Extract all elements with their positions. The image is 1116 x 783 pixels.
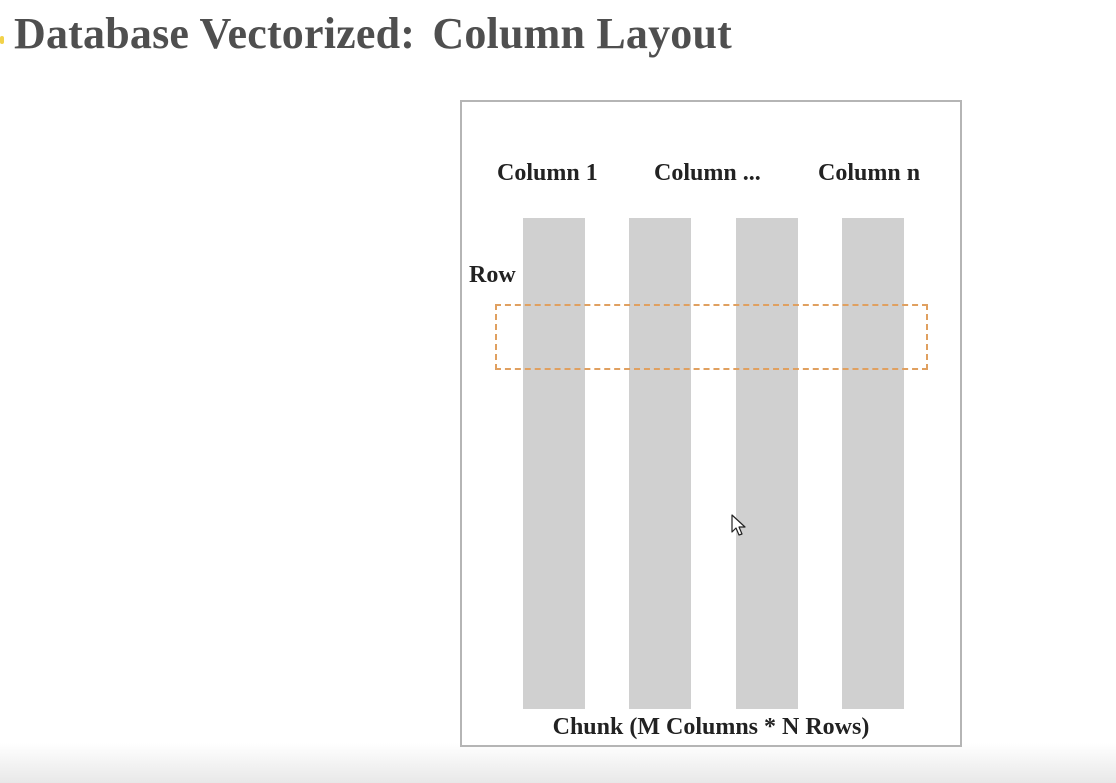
column-bar-1 — [523, 218, 585, 709]
title-right: Column Layout — [432, 9, 733, 58]
column-header-n: Column n — [818, 160, 921, 186]
title-separator: : — [400, 9, 416, 58]
column-bar-4 — [842, 218, 904, 709]
column-header-1: Column 1 — [497, 160, 598, 186]
row-label: Row — [469, 262, 516, 288]
column-header-middle: Column ... — [654, 160, 761, 186]
bottom-shade — [0, 743, 1116, 783]
column-bar-2 — [629, 218, 691, 709]
mouse-pointer-icon — [731, 514, 746, 536]
bullet-marker — [0, 36, 4, 44]
row-highlight-box — [495, 304, 928, 370]
chunk-caption: Chunk (M Columns * N Rows) — [552, 714, 870, 740]
slide-title: Database Vectorized: Column Layout — [14, 8, 732, 59]
column-bar-3 — [736, 218, 798, 709]
title-left: Database Vectorized — [14, 9, 401, 58]
